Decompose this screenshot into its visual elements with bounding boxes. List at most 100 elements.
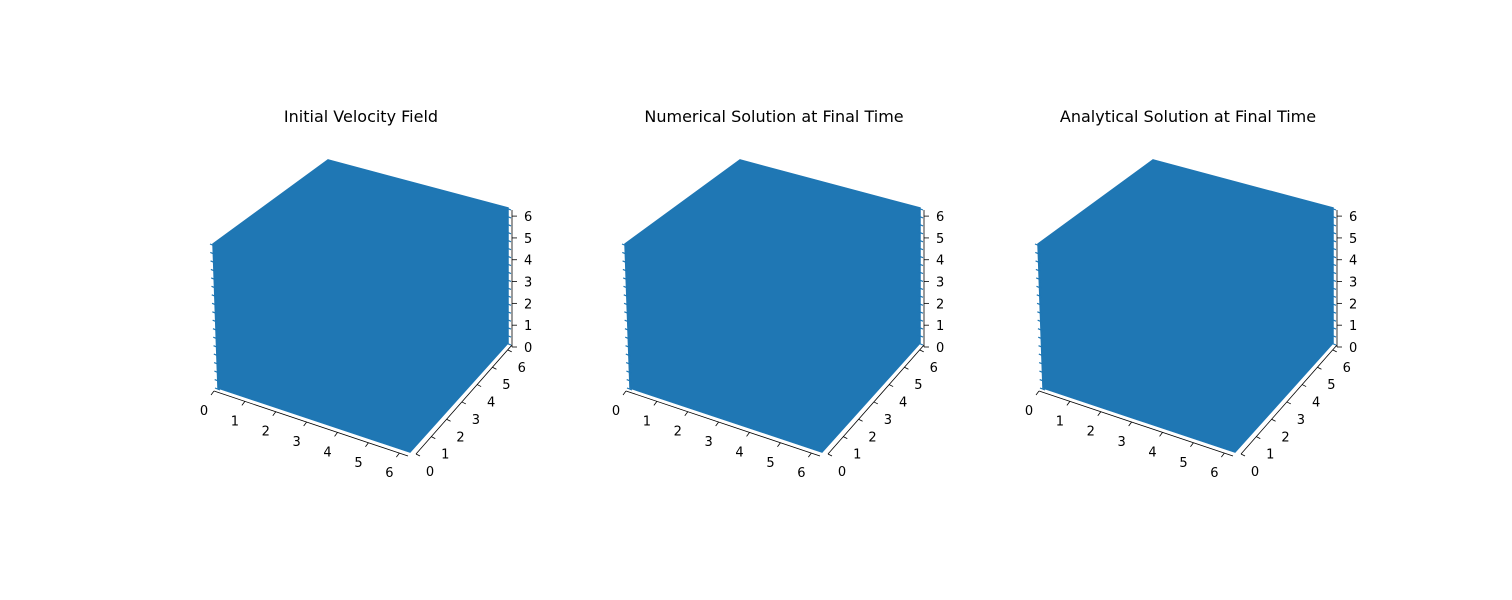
arrow-head xyxy=(622,251,628,256)
x-tick-label: 3 xyxy=(1118,435,1126,450)
arrow-head xyxy=(214,370,220,374)
arrow-head xyxy=(917,318,924,322)
x-axis-line xyxy=(625,390,821,457)
y-tick-label: 5 xyxy=(914,378,922,393)
arrow-head xyxy=(917,326,924,330)
arrow-head xyxy=(210,260,216,264)
x-tick-label: 1 xyxy=(1056,414,1064,429)
x-tick xyxy=(365,442,369,447)
y-tick xyxy=(492,366,497,370)
arrow-head xyxy=(621,243,628,247)
x-tick xyxy=(746,432,750,437)
arrow-head xyxy=(1036,302,1043,306)
y-tick xyxy=(476,384,482,387)
z-tick-label: 3 xyxy=(524,276,532,291)
quiver-arrows xyxy=(1037,159,1334,453)
subplot-title: Initial Velocity Field xyxy=(284,107,438,126)
x-tick-label: 6 xyxy=(385,466,393,481)
y-tick xyxy=(1332,349,1337,353)
arrow-head xyxy=(1330,270,1337,275)
arrow-head xyxy=(211,294,217,298)
y-tick-label: 3 xyxy=(884,413,892,428)
arrow-head xyxy=(505,318,512,322)
arrow-head xyxy=(917,263,924,267)
y-tick-label: 4 xyxy=(487,396,495,411)
z-tick-label: 4 xyxy=(936,254,944,269)
arrow-head xyxy=(1038,362,1045,366)
arrow-head xyxy=(623,294,629,298)
x-tick xyxy=(210,390,215,396)
arrow-head xyxy=(917,278,924,283)
arrow-head xyxy=(917,231,924,235)
y-tick xyxy=(904,366,909,370)
z-tick-label: 2 xyxy=(524,297,532,312)
y-tick xyxy=(1240,453,1246,457)
x-tick-label: 2 xyxy=(674,425,682,440)
z-tick-label: 2 xyxy=(936,297,944,312)
arrow-head xyxy=(1330,255,1337,259)
arrow-head xyxy=(624,319,630,323)
y-tick-label: 5 xyxy=(502,378,510,393)
y-tick xyxy=(415,453,421,457)
arrow-head xyxy=(1330,247,1337,251)
arrow-head xyxy=(917,255,924,259)
y-tick-label: 1 xyxy=(853,448,861,463)
arrow-head xyxy=(214,387,221,391)
arrow-head xyxy=(624,311,630,315)
y-tick-label: 2 xyxy=(868,430,876,445)
y-tick-label: 6 xyxy=(518,361,526,376)
arrow-head xyxy=(917,310,924,314)
arrow-head xyxy=(917,286,924,290)
z-tick-label: 4 xyxy=(524,254,532,269)
x-tick-label: 0 xyxy=(200,404,208,419)
x-tick xyxy=(684,411,689,416)
arrow-head xyxy=(1330,239,1337,243)
arrow-head xyxy=(209,243,216,247)
arrow-head xyxy=(917,239,924,243)
arrow-head xyxy=(213,353,220,357)
arrow-head xyxy=(1038,336,1044,340)
x-tick-label: 1 xyxy=(643,414,651,429)
arrow-head xyxy=(211,302,218,306)
arrow-head xyxy=(1034,243,1041,247)
arrow-head xyxy=(917,270,924,275)
x-tick-label: 0 xyxy=(612,404,620,419)
arrow-head xyxy=(625,336,631,340)
arrow-head xyxy=(213,345,219,349)
arrow-head xyxy=(917,223,924,227)
arrow-head xyxy=(1039,387,1046,391)
arrow-head xyxy=(1036,285,1042,289)
arrow-head xyxy=(212,319,218,323)
arrow-head xyxy=(917,342,924,346)
y-tick xyxy=(507,349,512,353)
arrow-head xyxy=(1035,268,1042,272)
arrow-head xyxy=(622,268,629,272)
z-tick-label: 3 xyxy=(936,276,944,291)
z-tick-label: 0 xyxy=(1349,341,1357,356)
y-tick-label: 2 xyxy=(1281,430,1289,445)
arrow-head xyxy=(505,263,512,267)
arrow-head xyxy=(1330,310,1337,314)
arrow-head xyxy=(505,270,512,275)
y-tick-label: 1 xyxy=(1266,448,1274,463)
arrow-head xyxy=(625,345,631,349)
y-axis-line xyxy=(415,344,513,455)
arrow-head xyxy=(505,334,512,338)
x-tick xyxy=(1128,421,1132,427)
x-tick xyxy=(653,401,658,406)
arrow-head xyxy=(1038,353,1045,357)
z-tick-label: 5 xyxy=(936,232,944,247)
z-tick-label: 0 xyxy=(524,341,532,356)
arrow-head xyxy=(624,328,631,332)
arrow-head xyxy=(505,294,512,298)
arrow-head xyxy=(505,286,512,290)
y-tick xyxy=(1317,366,1322,370)
arrow-head xyxy=(1330,215,1337,219)
y-tick xyxy=(446,418,451,422)
z-tick-label: 3 xyxy=(1349,276,1357,291)
x-tick xyxy=(303,421,307,427)
arrow-head xyxy=(917,215,924,219)
arrow-head xyxy=(213,336,219,340)
y-axis-line xyxy=(827,344,925,455)
